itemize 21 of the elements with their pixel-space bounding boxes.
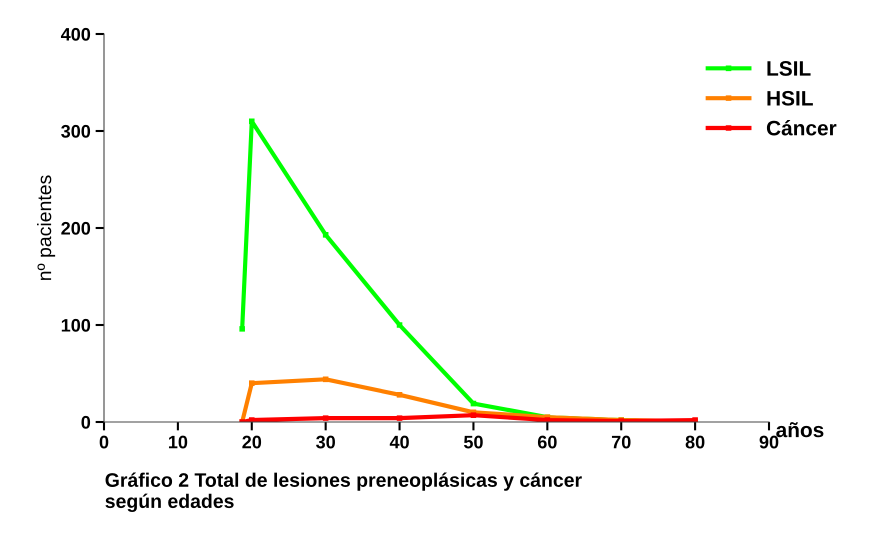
- legend-label: Cáncer: [766, 120, 836, 136]
- x-tick-label: 90: [760, 436, 778, 448]
- x-axis-title: años: [776, 422, 824, 438]
- x-tick-label: 50: [464, 436, 483, 448]
- x-tick-label: 60: [538, 436, 557, 448]
- legend-label: HSIL: [767, 90, 813, 106]
- y-tick-label: 200: [61, 222, 90, 235]
- x-tick-label: 30: [316, 436, 335, 448]
- x-tick-label: 40: [390, 436, 409, 448]
- y-axis-title: nº pacientes: [37, 175, 56, 280]
- y-tick-label: 300: [61, 124, 90, 138]
- y-tick-label: 100: [62, 318, 90, 332]
- x-tick-label: 80: [686, 436, 704, 448]
- legend-label: LSIL: [767, 61, 811, 76]
- x-tick-label: 10: [168, 436, 188, 448]
- text: Gráfico 2 Total de lesiones preneoplásicas y cáncer según edades: [105, 472, 582, 512]
- y-tick-label: 400: [60, 28, 90, 41]
- x-tick-label: 70: [612, 436, 631, 448]
- x-tick-label: 0: [100, 436, 108, 448]
- x-tick-label: 20: [242, 436, 262, 448]
- y-tick-label: 0: [81, 416, 90, 429]
